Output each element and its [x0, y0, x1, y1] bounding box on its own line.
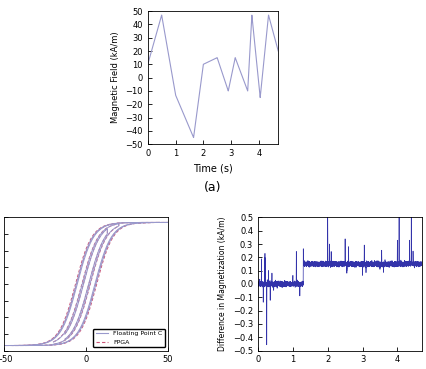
Text: (a): (a) [204, 182, 222, 194]
X-axis label: Time (s): Time (s) [193, 163, 233, 174]
Legend: Floating Point C, FPGA: Floating Point C, FPGA [93, 328, 165, 348]
Y-axis label: Difference in Magnetization (kA/m): Difference in Magnetization (kA/m) [219, 217, 227, 351]
Y-axis label: Magnetic Field (kA/m): Magnetic Field (kA/m) [111, 32, 120, 124]
